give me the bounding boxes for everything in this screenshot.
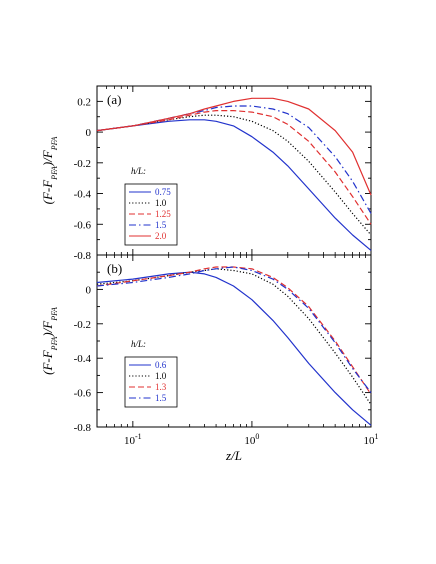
panel-a-y-axis-title: (F-FPFA)/FPFA xyxy=(40,137,59,205)
panel-b-y-tick-label: -0.2 xyxy=(74,319,91,331)
panel-b-series-line-0.6 xyxy=(96,271,372,426)
panel-a-y-tick-label: 0 xyxy=(86,127,92,139)
panel-b-x-tick-label: 100 xyxy=(244,432,259,447)
panel-a-legend-label: 1.5 xyxy=(155,220,167,230)
panel-a-series-line-1.25 xyxy=(96,109,372,225)
panel-a-series-line-0.75 xyxy=(96,119,372,251)
panel-b-series-line-1.0 xyxy=(96,268,372,405)
panel-b-y-tick-label: -0.4 xyxy=(74,353,92,365)
panel-b-legend-label: 1.0 xyxy=(155,371,167,381)
panel-a-legend-label: 1.25 xyxy=(155,209,171,219)
panel-a-y-tick-label: -0.6 xyxy=(74,219,92,231)
panel-a-y-tick-label: -0.4 xyxy=(74,189,92,201)
panel-b-x-tick-label: 10-1 xyxy=(124,432,142,447)
panel-a-legend-title: h/L: xyxy=(131,166,146,176)
panel-b-series-line-1.5 xyxy=(96,266,372,393)
panel-b-label: (b) xyxy=(107,261,122,276)
panel-b-legend-label: 0.6 xyxy=(155,360,167,370)
x-axis-title: z/L xyxy=(225,448,242,463)
panel-a-label: (a) xyxy=(107,92,121,107)
panel-b-y-tick-label: -0.6 xyxy=(74,388,92,400)
panel-b-y-tick-label: 0 xyxy=(86,284,92,296)
panel-a-y-tick-label: 0.2 xyxy=(77,96,91,108)
panel-a-series-line-2.0 xyxy=(96,97,372,196)
panel-b-legend-title: h/L: xyxy=(131,339,146,349)
panel-b-y-tick-label: -0.8 xyxy=(74,422,92,434)
panel-a-y-tick-label: -0.8 xyxy=(74,250,92,262)
panel-b-x-tick-label: 101 xyxy=(364,432,379,447)
panel-a-legend-label: 0.75 xyxy=(155,187,171,197)
panel-b-series-line-1.3 xyxy=(96,266,372,395)
panel-a-legend-label: 1.0 xyxy=(155,198,167,208)
panel-a-y-tick-label: -0.2 xyxy=(74,158,91,170)
panel-b-y-axis-title: (F-FPFA)/FPFA xyxy=(40,307,59,375)
panel-b-legend-label: 1.3 xyxy=(155,382,167,392)
panel-a-legend-label: 2.0 xyxy=(155,231,167,241)
panel-b-legend-label: 1.5 xyxy=(155,393,167,403)
